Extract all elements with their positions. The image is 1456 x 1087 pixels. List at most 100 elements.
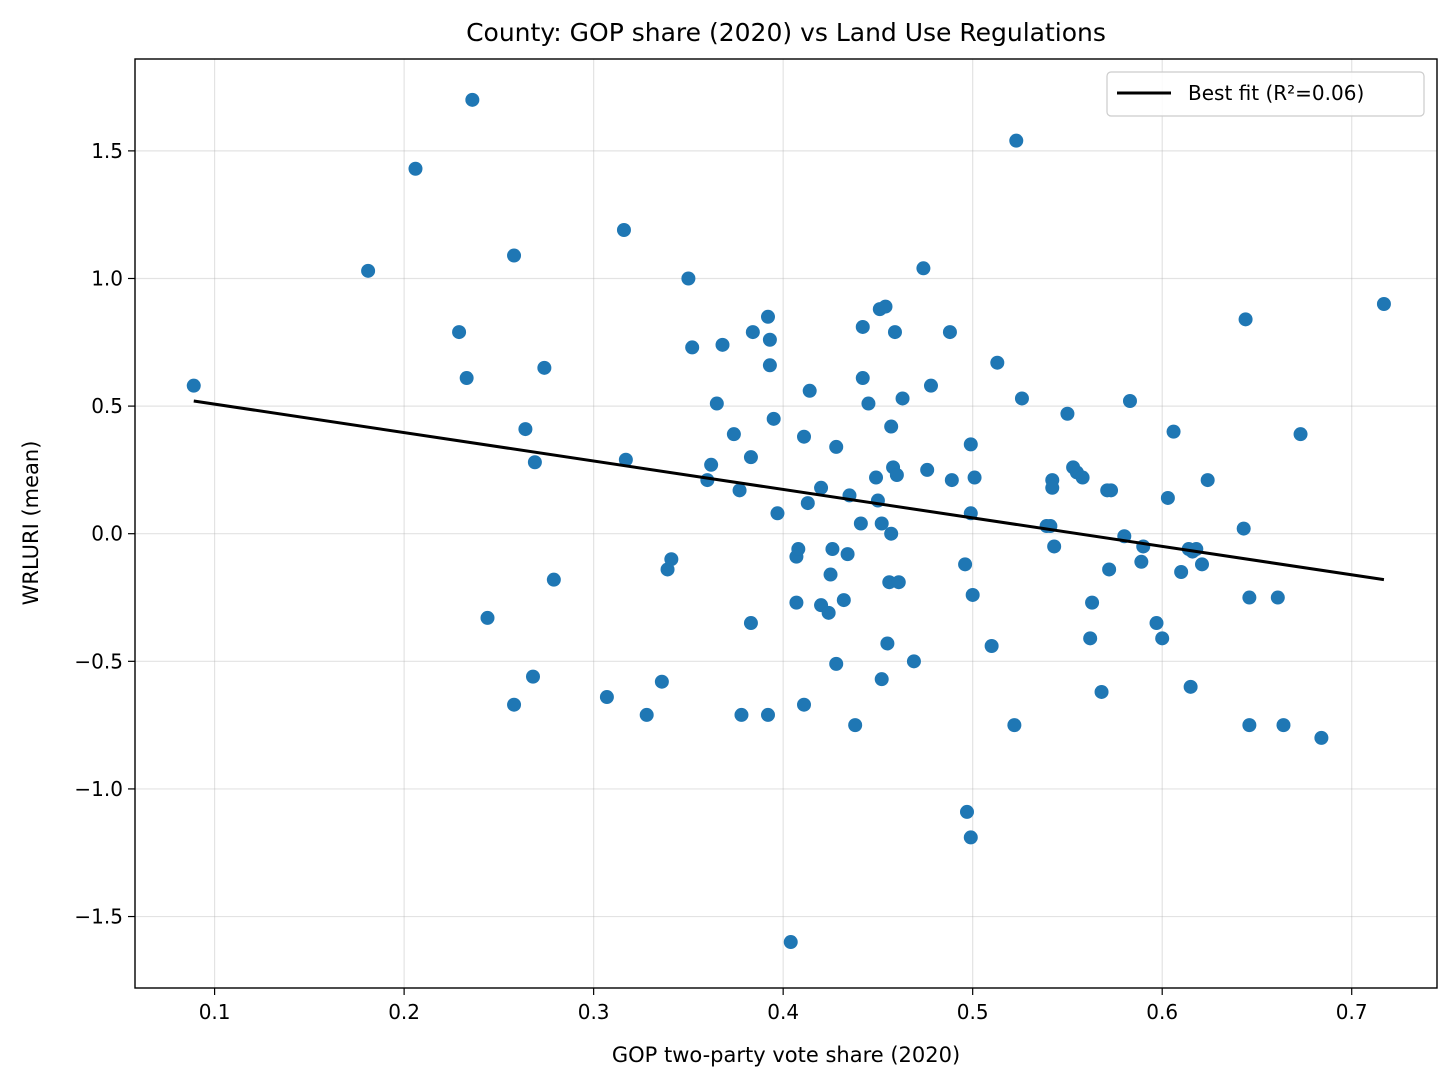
x-tick-label: 0.1: [199, 1000, 231, 1024]
scatter-point: [895, 391, 910, 406]
scatter-point: [965, 587, 980, 602]
scatter-point: [963, 830, 978, 845]
scatter-point: [1236, 521, 1251, 536]
scatter-point: [829, 656, 844, 671]
scatter-point: [967, 470, 982, 485]
grid-lines: [135, 59, 1437, 988]
scatter-point: [465, 92, 480, 107]
y-tick-label: −1.0: [74, 777, 123, 801]
x-tick-label: 0.3: [578, 1000, 610, 1024]
scatter-point: [874, 516, 889, 531]
scatter-point: [1007, 718, 1022, 733]
scatter-point: [1238, 312, 1253, 327]
scatter-point: [1183, 679, 1198, 694]
scatter-point: [766, 411, 781, 426]
scatter-point: [1242, 590, 1257, 605]
scatter-point: [797, 697, 812, 712]
scatter-point: [745, 325, 760, 340]
scatter-point: [1104, 483, 1119, 498]
y-tick-label: −0.5: [74, 649, 123, 673]
scatter-point: [874, 672, 889, 687]
scatter-point: [884, 526, 899, 541]
scatter-point: [1155, 631, 1170, 646]
x-axis: 0.1 0.2 0.3 0.4 0.5 0.6 0.7: [199, 988, 1368, 1024]
scatter-point: [916, 261, 931, 276]
y-tick-label: −1.5: [74, 905, 123, 929]
scatter-point: [760, 707, 775, 722]
scatter-point: [861, 396, 876, 411]
y-axis-title: WRLURI (mean): [19, 441, 43, 606]
scatter-point: [715, 337, 730, 352]
scatter-point: [814, 480, 829, 495]
scatter-point: [654, 674, 669, 689]
scatter-point: [525, 669, 540, 684]
scatter-point: [734, 707, 749, 722]
scatter-point: [537, 360, 552, 375]
scatter-point: [361, 263, 376, 278]
scatter-point: [829, 439, 844, 454]
x-tick-label: 0.5: [957, 1000, 989, 1024]
scatter-point: [958, 557, 973, 572]
scatter-point: [762, 332, 777, 347]
scatter-point: [944, 473, 959, 488]
scatter-point: [942, 325, 957, 340]
scatter-point: [743, 450, 758, 465]
scatter-point: [880, 636, 895, 651]
scatter-point: [726, 427, 741, 442]
scatter-point: [681, 271, 696, 286]
scatter-point: [1075, 470, 1090, 485]
scatter-point: [1200, 473, 1215, 488]
scatter-point: [1189, 542, 1204, 557]
scatter-point: [821, 605, 836, 620]
scatter-point: [800, 496, 815, 511]
scatter-point: [186, 378, 201, 393]
scatter-point: [1160, 490, 1175, 505]
scatter-point: [1376, 297, 1391, 312]
scatter-point: [639, 707, 654, 722]
scatter-point: [599, 690, 614, 705]
scatter-point: [762, 358, 777, 373]
scatter-point: [789, 595, 804, 610]
y-axis: −1.5 −1.0 −0.5 0.0 0.5 1.0 1.5: [74, 139, 135, 929]
scatter-point: [743, 616, 758, 631]
scatter-point: [1060, 406, 1075, 421]
x-axis-title: GOP two-party vote share (2020): [612, 1043, 960, 1067]
scatter-point: [990, 355, 1005, 370]
x-tick-label: 0.2: [388, 1000, 420, 1024]
scatter-point: [855, 319, 870, 334]
y-tick-label: 1.5: [91, 139, 123, 163]
scatter-point: [732, 483, 747, 498]
scatter-point: [853, 516, 868, 531]
legend: Best fit (R²=0.06): [1106, 71, 1425, 117]
scatter-point: [664, 552, 679, 567]
scatter-point: [1009, 133, 1024, 148]
best-fit-line: [193, 399, 1385, 582]
plot-frame: [134, 58, 1438, 989]
scatter-point: [791, 542, 806, 557]
scatter-point: [848, 718, 863, 733]
y-tick-label: 0.0: [91, 522, 123, 546]
scatter-point: [1094, 684, 1109, 699]
plot-data: [186, 92, 1391, 950]
legend-label: Best fit (R²=0.06): [1188, 81, 1364, 105]
scatter-point: [1166, 424, 1181, 439]
scatter-point: [618, 452, 633, 467]
scatter-point: [1149, 616, 1164, 631]
scatter-point: [507, 697, 522, 712]
scatter-point: [1122, 393, 1137, 408]
scatter-point: [855, 371, 870, 386]
scatter-point: [963, 437, 978, 452]
scatter-point: [920, 462, 935, 477]
scatter-point: [527, 455, 542, 470]
scatter-point: [480, 610, 495, 625]
scatter-point: [709, 396, 724, 411]
scatter-point: [869, 470, 884, 485]
scatter-point: [1047, 539, 1062, 554]
scatter-point: [452, 325, 467, 340]
scatter-point: [878, 299, 893, 314]
scatter-point: [984, 639, 999, 654]
scatter-point: [923, 378, 938, 393]
scatter-point: [459, 371, 474, 386]
scatter-point: [704, 457, 719, 472]
